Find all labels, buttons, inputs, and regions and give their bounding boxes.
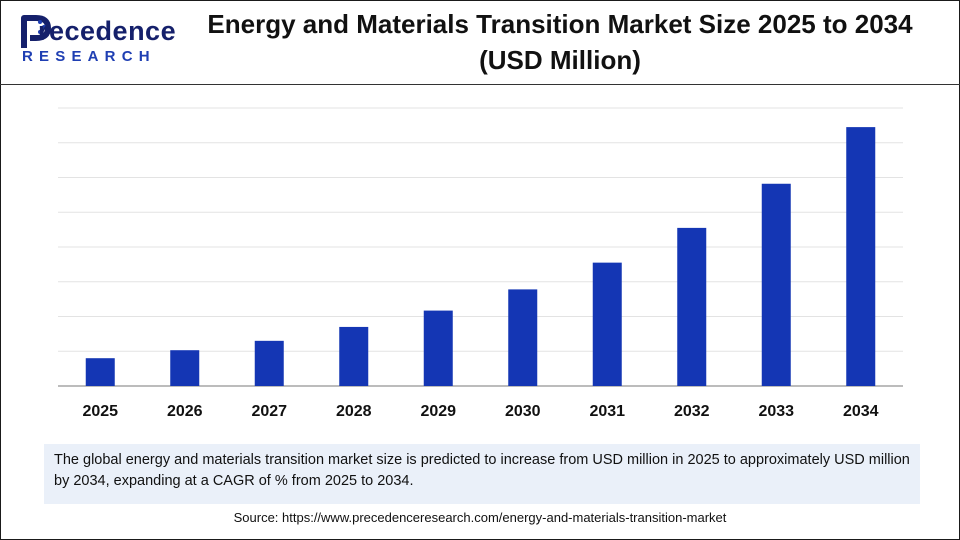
header: recedence RESEARCH Energy and Materials … — [0, 0, 960, 85]
bar-chart: 2025 2026 2027 2028 2029 2030 2031 2032 2033 2034 — [58, 107, 903, 420]
precedence-research-logo: recedence RESEARCH — [16, 12, 176, 72]
bar-2025 — [85, 358, 115, 386]
logo-mark-icon — [21, 15, 51, 48]
x-tick-label-2027: 2027 — [251, 403, 287, 420]
logo-word-text: recedence — [38, 16, 177, 46]
x-tick-label-2031: 2031 — [589, 403, 625, 420]
bar-2034 — [846, 127, 876, 387]
x-tick-label-2030: 2030 — [505, 403, 541, 420]
description-box: The global energy and materials transiti… — [44, 444, 920, 504]
x-tick-label-2033: 2033 — [758, 403, 794, 420]
x-tick-label-2034: 2034 — [843, 403, 879, 420]
bar-2032 — [677, 227, 707, 386]
logo-word: recedence — [38, 16, 176, 47]
x-tick-label-2032: 2032 — [674, 403, 710, 420]
bar-2031 — [592, 262, 622, 386]
source-line: Source: https://www.precedenceresearch.c… — [233, 510, 727, 525]
chart-title-line1: Energy and Materials Transition Market S… — [207, 9, 913, 39]
bar-2027 — [254, 340, 284, 386]
bar-2030 — [508, 289, 538, 386]
bar-2033 — [761, 183, 791, 386]
chart-title-line2: (USD Million) — [479, 45, 641, 75]
bar-2029 — [423, 310, 453, 386]
bar-2028 — [339, 326, 369, 386]
x-tick-label-2028: 2028 — [336, 403, 372, 420]
description-text: The global energy and materials transiti… — [54, 452, 910, 489]
logo-research-text: RESEARCH — [22, 48, 156, 65]
x-tick-label-2026: 2026 — [167, 403, 203, 420]
chart-title: Energy and Materials Transition Market S… — [180, 6, 940, 78]
x-tick-label-2025: 2025 — [82, 403, 118, 420]
bar-2026 — [170, 350, 200, 386]
x-tick-label-2029: 2029 — [420, 403, 456, 420]
